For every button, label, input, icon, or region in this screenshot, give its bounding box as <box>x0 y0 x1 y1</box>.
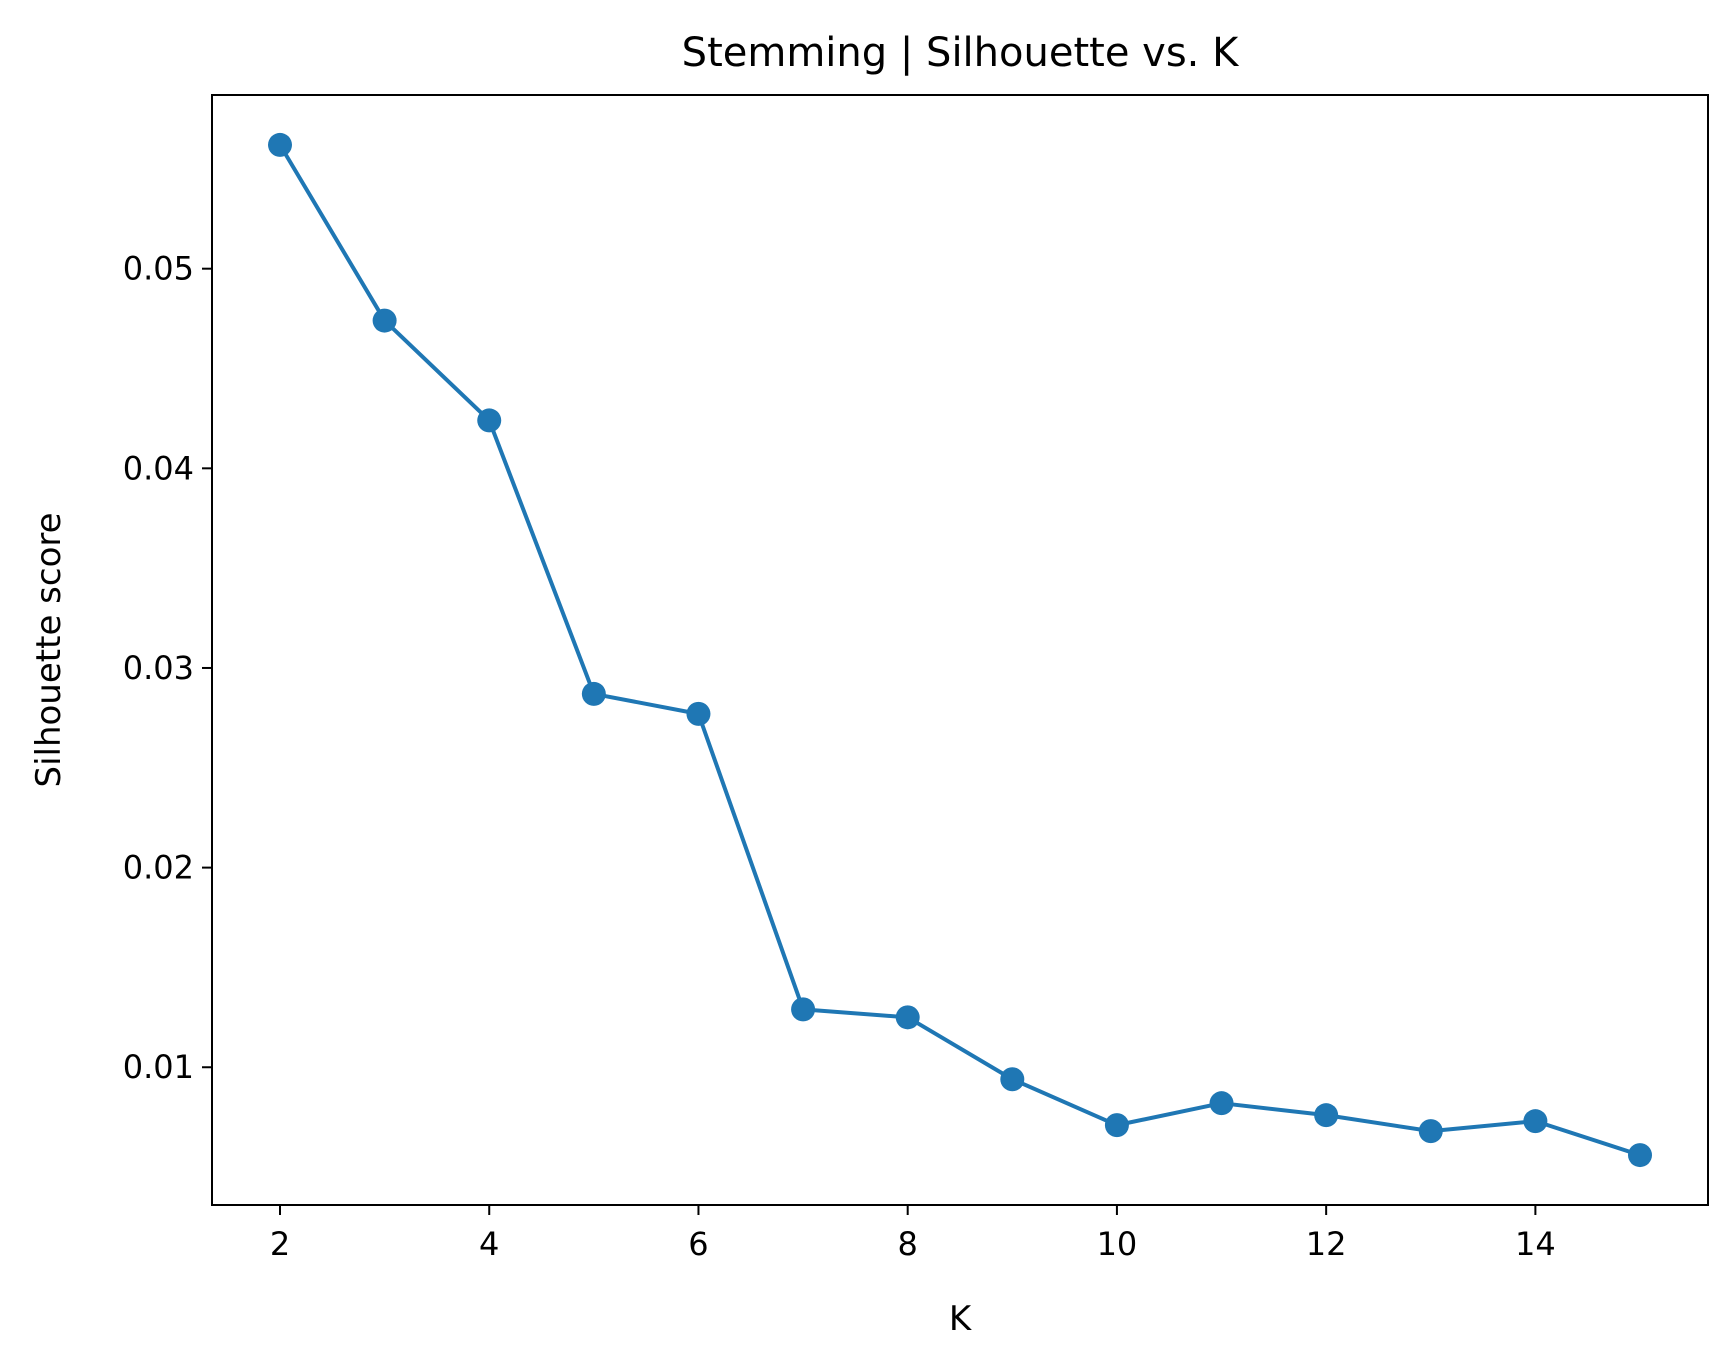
y-tick-label: 0.03 <box>123 649 194 687</box>
y-tick-label: 0.01 <box>123 1048 194 1086</box>
data-point <box>1314 1103 1339 1128</box>
x-tick-label: 14 <box>1515 1225 1556 1263</box>
series-layer <box>268 132 1652 1168</box>
data-point <box>1628 1143 1652 1168</box>
plot-area <box>212 95 1708 1205</box>
data-point <box>1418 1119 1443 1144</box>
x-tick-label: 12 <box>1306 1225 1347 1263</box>
x-axis-ticks: 2 4 6 8 10 12 14 <box>270 1205 1556 1263</box>
series-line <box>278 143 1641 1157</box>
data-point <box>1104 1113 1129 1138</box>
y-tick-label: 0.05 <box>123 250 194 288</box>
data-point <box>895 1005 920 1030</box>
chart-title: Stemming | Silhouette vs. K <box>682 30 1240 76</box>
y-axis-label: Silhouette score <box>29 512 69 787</box>
data-point <box>1000 1067 1025 1092</box>
data-point <box>477 408 502 433</box>
y-tick-label: 0.02 <box>123 849 194 887</box>
data-point <box>686 701 711 726</box>
data-point <box>791 997 816 1022</box>
x-tick-label: 8 <box>898 1225 918 1263</box>
x-tick-label: 4 <box>479 1225 499 1263</box>
x-tick-label: 6 <box>688 1225 708 1263</box>
data-point <box>581 681 606 706</box>
x-tick-label: 2 <box>270 1225 290 1263</box>
data-point <box>372 308 397 333</box>
x-tick-label: 10 <box>1097 1225 1138 1263</box>
x-axis-label: K <box>949 1299 973 1339</box>
data-point <box>1523 1109 1548 1134</box>
plot-frame <box>211 94 1709 1206</box>
y-tick-label: 0.04 <box>123 449 194 487</box>
data-point <box>1209 1091 1234 1116</box>
data-point <box>268 132 292 157</box>
y-axis-ticks: 0.01 0.02 0.03 0.04 0.05 <box>123 250 212 1086</box>
